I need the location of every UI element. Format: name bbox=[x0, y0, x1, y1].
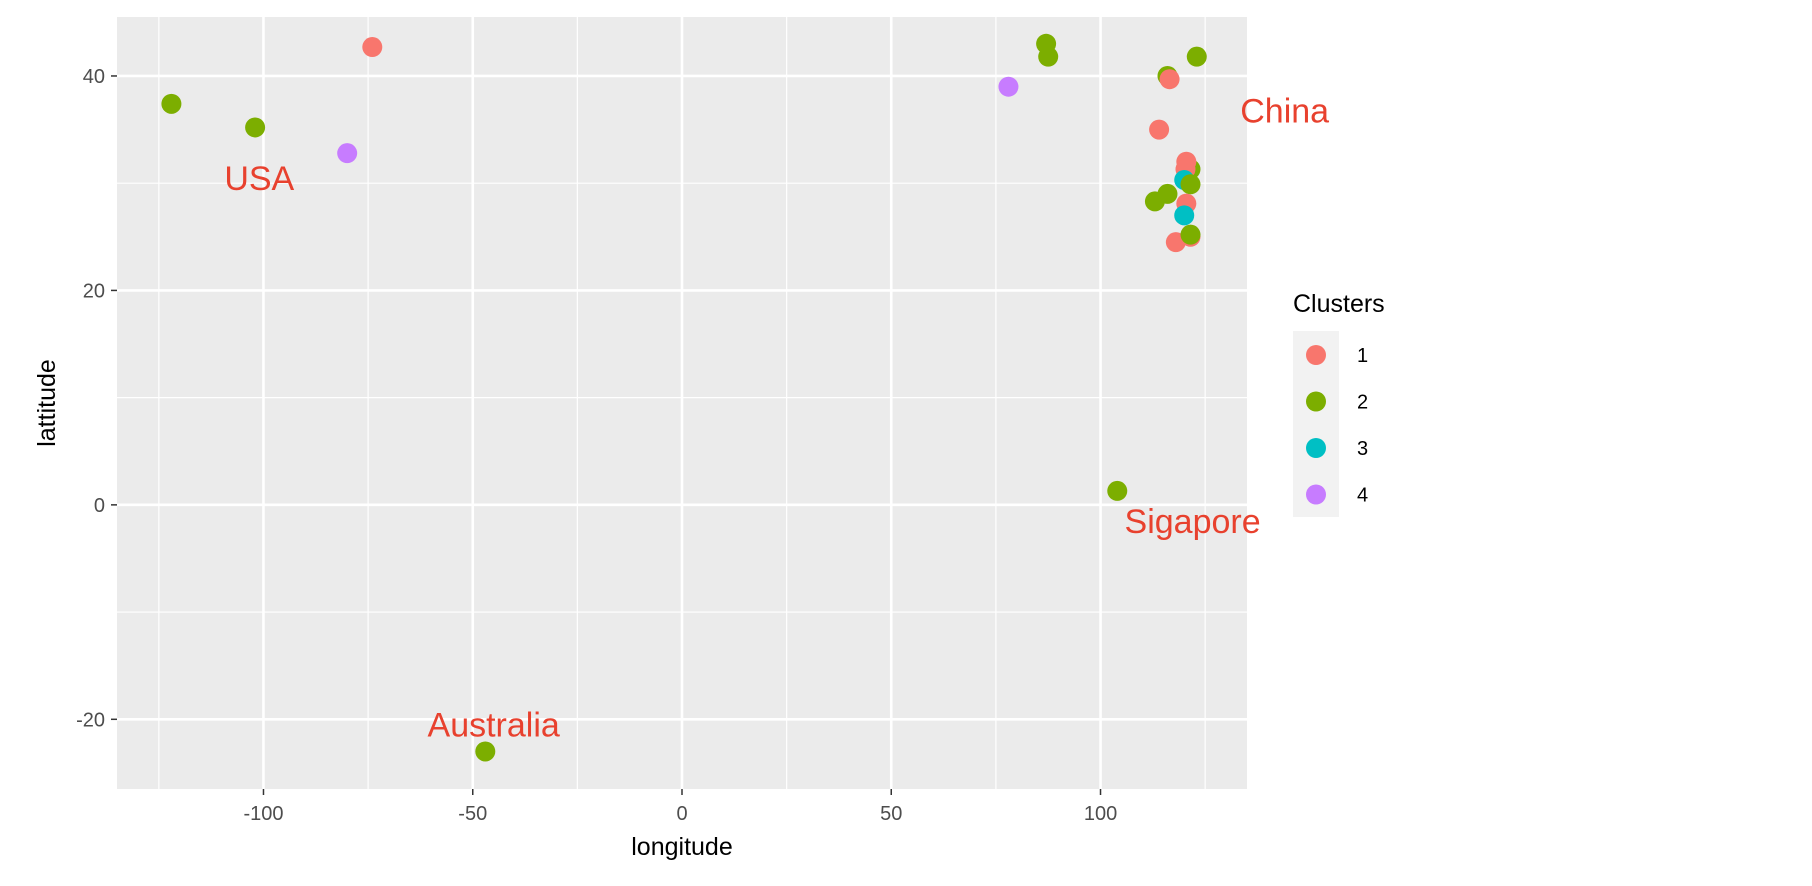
data-point-cluster-2 bbox=[1180, 174, 1201, 195]
x-axis-ticks: -100 -50 0 50 100 bbox=[243, 789, 1117, 825]
legend-label: 3 bbox=[1357, 438, 1368, 460]
legend: Clusters 1 2 3 4 bbox=[1293, 290, 1385, 517]
legend-key-2 bbox=[1306, 391, 1326, 412]
y-axis-ticks: -20 0 20 40 bbox=[76, 66, 117, 731]
legend-key-3 bbox=[1306, 438, 1326, 458]
y-tick-label: 20 bbox=[83, 280, 105, 302]
legend-label: 4 bbox=[1357, 485, 1368, 507]
annotations: USA China Sigapore Australia bbox=[224, 92, 1329, 744]
grid-minor bbox=[117, 17, 1247, 789]
data-point-cluster-2 bbox=[475, 741, 496, 762]
data-point-cluster-4 bbox=[337, 143, 358, 164]
data-point-cluster-1 bbox=[1159, 69, 1180, 90]
legend-entries: 1 2 3 4 bbox=[1306, 345, 1368, 507]
data-point-cluster-1 bbox=[1149, 119, 1170, 140]
annotation-label: USA bbox=[224, 160, 294, 198]
annotation-label: Australia bbox=[428, 707, 560, 745]
annotation-label: Sigapore bbox=[1125, 503, 1261, 541]
grid-major bbox=[117, 17, 1247, 789]
x-tick-label: -50 bbox=[458, 803, 487, 825]
x-tick-label: 100 bbox=[1084, 803, 1117, 825]
legend-label: 2 bbox=[1357, 392, 1368, 414]
data-point-cluster-4 bbox=[998, 76, 1019, 97]
data-point-cluster-2 bbox=[161, 93, 182, 114]
data-point-cluster-2 bbox=[245, 117, 266, 138]
y-axis-title: lattitude bbox=[33, 359, 61, 447]
x-tick-label: 50 bbox=[880, 803, 902, 825]
x-axis-title: longitude bbox=[631, 833, 732, 861]
annotation-label: China bbox=[1240, 92, 1329, 130]
data-point-cluster-2 bbox=[1180, 224, 1201, 245]
y-tick-label: 40 bbox=[83, 66, 105, 88]
data-point-cluster-2 bbox=[1038, 46, 1059, 67]
data-point-cluster-2 bbox=[1144, 191, 1165, 212]
y-tick-label: 0 bbox=[94, 495, 105, 517]
data-points bbox=[161, 33, 1207, 762]
legend-title: Clusters bbox=[1293, 290, 1385, 318]
data-point-cluster-2 bbox=[1186, 46, 1207, 67]
y-tick-label: -20 bbox=[76, 709, 105, 731]
x-tick-label: -100 bbox=[243, 803, 283, 825]
data-point-cluster-3 bbox=[1174, 205, 1195, 226]
legend-key-1 bbox=[1306, 345, 1326, 365]
x-tick-label: 0 bbox=[676, 803, 687, 825]
legend-key-4 bbox=[1306, 484, 1326, 505]
data-point-cluster-2 bbox=[1107, 480, 1128, 501]
data-point-cluster-1 bbox=[362, 37, 383, 58]
legend-label: 1 bbox=[1357, 345, 1368, 367]
